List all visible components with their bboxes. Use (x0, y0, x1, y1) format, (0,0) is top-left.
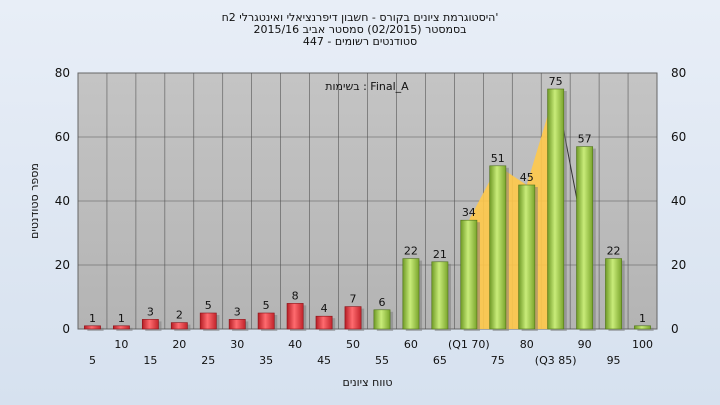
y-tick-label-left: 20 (55, 258, 70, 272)
y-tick-label-right: 40 (671, 194, 686, 208)
data-label: 3 (147, 305, 154, 318)
x-tick-label: 55 (375, 354, 389, 367)
bar-16 (547, 88, 565, 330)
data-label: 51 (491, 152, 505, 165)
y-axis-label: מספר סטודנטים (28, 163, 41, 239)
y-tick-label-right: 60 (671, 130, 686, 144)
bar-10 (373, 309, 391, 330)
data-label: 22 (607, 245, 621, 258)
bar-11 (402, 258, 420, 330)
data-label: 5 (263, 299, 270, 312)
x-tick-label: 5 (89, 354, 96, 367)
x-tick-label: (Q3 85) (535, 354, 577, 367)
bar-shadow (116, 327, 133, 331)
x-tick-label: 45 (317, 354, 331, 367)
bar-15 (518, 184, 536, 330)
chart-title-line3: סטודנטים רשומים - 447 (302, 35, 418, 48)
bar-0 (84, 325, 101, 330)
data-label: 75 (549, 75, 563, 88)
data-label: 1 (639, 312, 646, 325)
y-tick-label-right: 80 (671, 66, 686, 80)
bar-9 (344, 306, 362, 330)
x-tick-label: 60 (404, 338, 418, 351)
data-label: 22 (404, 245, 418, 258)
bar-13 (460, 219, 478, 330)
x-tick-label: 10 (114, 338, 128, 351)
bar-shadow (87, 327, 104, 331)
y-tick-label-left: 60 (55, 130, 70, 144)
bar-1 (113, 325, 130, 330)
x-tick-label: 75 (491, 354, 505, 367)
y-tick-label-right: 20 (671, 258, 686, 272)
y-tick-label-left: 0 (62, 322, 70, 336)
chart-annotation: בשימות : Final_A (325, 80, 409, 93)
data-label: 57 (578, 133, 592, 146)
bar-shadow (637, 327, 654, 331)
chart-title-line1: היסטוגרמת ציונים בקורס - חשבון דיפרנציאל… (221, 11, 499, 24)
x-tick-label: 20 (172, 338, 186, 351)
x-tick-label: 30 (230, 338, 244, 351)
x-tick-label: 90 (578, 338, 592, 351)
bar-8 (315, 315, 333, 330)
data-label: 45 (520, 171, 534, 184)
bar-14 (489, 165, 507, 330)
bar-5 (228, 319, 246, 330)
data-label: 8 (292, 289, 299, 302)
data-label: 1 (118, 312, 125, 325)
data-label: 5 (205, 299, 212, 312)
data-label: 1 (89, 312, 96, 325)
data-label: 7 (350, 293, 357, 306)
y-tick-label-left: 40 (55, 194, 70, 208)
data-label: 4 (321, 302, 328, 315)
x-tick-label: 65 (433, 354, 447, 367)
x-tick-label: 40 (288, 338, 302, 351)
x-axis-label: טווח ציונים (343, 376, 393, 389)
data-label: 6 (378, 296, 385, 309)
x-tick-label: 25 (201, 354, 215, 367)
bar-17 (576, 146, 594, 330)
data-label: 3 (234, 305, 241, 318)
x-tick-label: 100 (632, 338, 653, 351)
bar-2 (141, 319, 159, 330)
x-tick-label: 15 (143, 354, 157, 367)
x-tick-label: 95 (607, 354, 621, 367)
x-tick-label: (Q1 70) (448, 338, 490, 351)
x-tick-label: 80 (520, 338, 534, 351)
bar-7 (286, 303, 304, 330)
data-label: 21 (433, 248, 447, 261)
y-tick-label-right: 0 (671, 322, 679, 336)
bar-6 (257, 312, 275, 330)
bar-12 (431, 261, 449, 330)
chart-title-line2: בסמסטר (02/2015) סמסטר אביב 2015/16 (253, 23, 467, 36)
bar-19 (634, 325, 651, 330)
bar-3 (170, 322, 188, 330)
x-tick-label: 50 (346, 338, 360, 351)
data-label: 2 (176, 309, 183, 322)
x-tick-label: 35 (259, 354, 273, 367)
bar-18 (605, 258, 622, 330)
bar-4 (199, 312, 217, 330)
y-tick-label-left: 80 (55, 66, 70, 80)
data-label: 34 (462, 206, 476, 219)
